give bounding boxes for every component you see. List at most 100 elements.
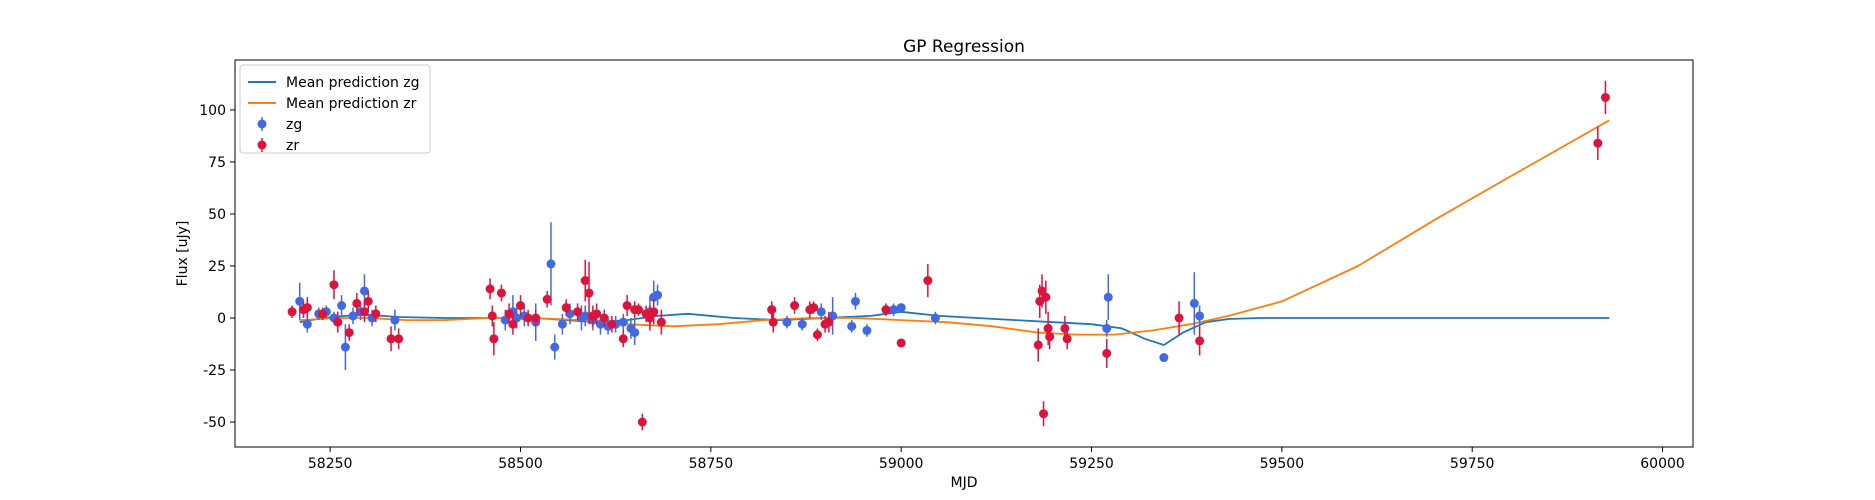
zr-data-point [768,317,778,327]
zr-data-point [333,317,343,327]
legend-box [239,64,431,154]
zr-data-point [363,296,373,306]
zr-data-point [637,417,647,427]
zr-data-point [329,280,339,290]
axes: 58250 58500 58750 59000 59250 59500 59750 60000… [199,59,1694,472]
zg-data-point [653,290,663,300]
zg-data-point [930,313,940,323]
zr-data-point [592,309,602,319]
zr-data-point [1600,92,1610,102]
zg-data-point [797,319,807,329]
legend: Mean prediction zg Mean prediction zr zg… [239,64,431,154]
plot-data-layer [287,80,1610,431]
zr-data-point [1102,348,1112,358]
legend-swatch-zg-points [257,117,267,131]
legend-marker [257,140,267,150]
zr-data-point [634,305,644,315]
zr-data-point [485,284,495,294]
zr-data-point [812,330,822,340]
zr-data-point [1043,323,1053,333]
zg-data-point [816,307,826,317]
zg-data-point [896,303,906,313]
legend-label-zg: zg [286,117,302,133]
zg-data-point [340,342,350,352]
zr-data-point [1041,292,1051,302]
zr-data-point [359,307,369,317]
zr-data-point [1062,334,1072,344]
zg-data-point [630,328,640,338]
chart-title: GP Regression [903,37,1025,57]
zg-data-point [295,296,305,306]
zg-data-point [557,319,567,329]
zg-data-point [618,317,628,327]
zg-data-point [1189,298,1199,308]
y-tick-label: 25 [208,259,226,275]
zr-data-point [287,307,297,317]
zr-data-point [1045,332,1055,342]
zg-data-point [546,259,556,269]
zr-data-point [318,309,328,319]
zr-data-point [622,301,632,311]
zr-data-point [896,338,906,348]
legend-swatch-zr-points [257,138,267,152]
zg-data-point [348,311,358,321]
x-tick-label: 58750 [689,456,734,472]
y-tick-label: -50 [203,415,226,431]
legend-label-mean-zr: Mean prediction zr [286,96,417,112]
mean-prediction-zr-line [299,119,1610,336]
mean-prediction-zg-line [299,310,1610,346]
zr-data-point [504,309,514,319]
zr-data-point [496,288,506,298]
zr-data-point [599,313,609,323]
zr-data-point [1593,138,1603,148]
zr-data-point [649,307,659,317]
zr-data-point [1195,336,1205,346]
zr-data-point [1174,313,1184,323]
zr-data-point [489,334,499,344]
zr-data-point [618,334,628,344]
zg-data-point [1102,323,1112,333]
y-axis-label: Flux [uJy] [175,221,191,287]
zr-data-point [542,294,552,304]
zr-data-point [1060,323,1070,333]
zr-data-point [487,311,497,321]
zr-data-point [508,319,518,329]
zr-data-point [302,303,312,313]
x-tick-label: 60000 [1640,456,1685,472]
zr-data-point [573,307,583,317]
zg-data-point [302,319,312,329]
zr-data-point [523,313,533,323]
zr-data-point [923,276,933,286]
legend-label-mean-zg: Mean prediction zg [286,75,420,91]
zr-data-point [809,303,819,313]
zr-data-point [584,288,594,298]
legend-label-zr: zr [286,138,299,154]
zg-data-point [390,315,400,325]
y-tick-label: -25 [203,363,226,379]
zr-points [287,80,1610,431]
zg-data-point [847,321,857,331]
x-tick-label: 59000 [879,456,924,472]
zg-data-point [1159,353,1169,363]
zr-data-point [531,313,541,323]
zr-data-point [824,317,834,327]
y-tick-label: 75 [208,155,226,171]
zg-data-point [359,286,369,296]
zr-data-point [516,301,526,311]
zr-data-point [344,328,354,338]
x-tick-label: 59500 [1260,456,1305,472]
y-tick-label: 100 [199,103,226,119]
zg-data-point [580,311,590,321]
legend-marker [257,119,267,129]
x-tick-label: 58500 [498,456,543,472]
x-tick-label: 59750 [1450,456,1495,472]
zg-data-point [782,317,792,327]
x-tick-label: 59250 [1069,456,1114,472]
zr-data-point [767,305,777,315]
x-tick-label: 58250 [308,456,353,472]
zr-data-point [386,334,396,344]
y-tick-label: 0 [217,311,226,327]
zr-data-point [561,303,571,313]
zr-data-point [656,317,666,327]
